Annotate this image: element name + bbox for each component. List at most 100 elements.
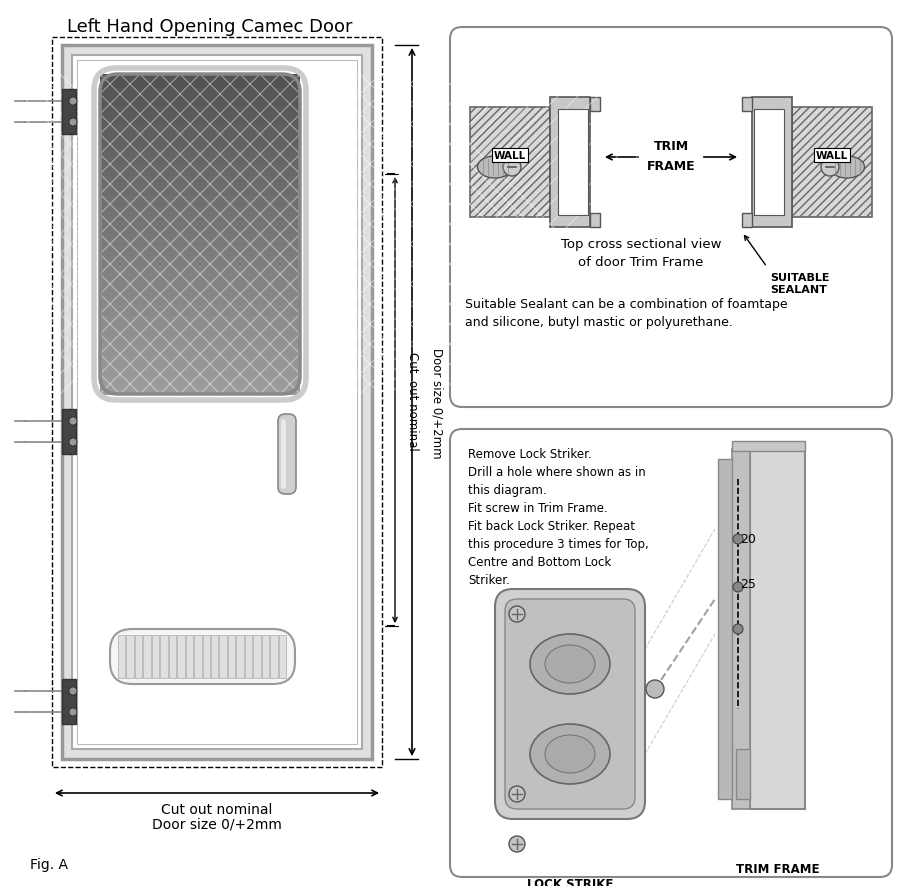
Text: Door size 0/+2mm: Door size 0/+2mm	[430, 347, 443, 458]
Bar	[62, 409, 76, 455]
Bar	[100, 107, 300, 113]
Ellipse shape	[646, 680, 664, 698]
Circle shape	[509, 836, 525, 852]
Bar	[792, 108, 872, 218]
Bar	[752, 97, 792, 228]
Circle shape	[821, 159, 839, 177]
Bar	[732, 449, 750, 809]
Circle shape	[503, 159, 521, 177]
Bar	[270, 635, 277, 679]
Bar	[100, 312, 300, 318]
Bar	[100, 120, 300, 127]
Bar	[220, 635, 227, 679]
Bar	[100, 292, 300, 299]
Ellipse shape	[545, 735, 595, 773]
Text: 20: 20	[740, 532, 756, 546]
Bar	[100, 350, 300, 357]
Circle shape	[69, 708, 77, 716]
Bar	[143, 635, 151, 679]
Bar	[558, 110, 588, 216]
Bar	[100, 299, 300, 306]
Bar	[279, 635, 286, 679]
Bar	[100, 132, 300, 139]
Circle shape	[69, 417, 77, 425]
Bar	[100, 376, 300, 382]
Bar	[168, 635, 176, 679]
Bar	[590, 214, 600, 228]
Bar	[550, 97, 590, 228]
Circle shape	[509, 786, 525, 802]
Bar	[62, 680, 76, 724]
Bar	[100, 165, 300, 171]
Bar	[100, 241, 300, 248]
Text: WALL: WALL	[816, 151, 848, 161]
FancyBboxPatch shape	[278, 415, 296, 494]
Bar	[100, 369, 300, 376]
Bar	[736, 750, 750, 799]
Text: TRIM: TRIM	[653, 139, 688, 152]
Bar	[100, 356, 300, 363]
Bar	[100, 362, 300, 369]
Bar	[100, 183, 300, 190]
Bar	[160, 635, 167, 679]
FancyBboxPatch shape	[450, 430, 892, 877]
Circle shape	[733, 625, 743, 634]
Bar	[253, 635, 261, 679]
Bar	[118, 635, 125, 679]
Bar	[718, 460, 732, 799]
Bar	[245, 635, 252, 679]
Bar	[470, 108, 550, 218]
Bar	[177, 635, 184, 679]
Bar	[100, 100, 300, 107]
Text: Left Hand Opening Camec Door: Left Hand Opening Camec Door	[68, 18, 353, 36]
Text: WALL: WALL	[494, 151, 526, 161]
Circle shape	[509, 606, 525, 622]
FancyBboxPatch shape	[505, 599, 635, 809]
Bar	[194, 635, 202, 679]
Bar	[750, 449, 805, 809]
Bar	[742, 214, 752, 228]
Bar	[262, 635, 269, 679]
Bar	[185, 635, 193, 679]
Circle shape	[69, 97, 77, 106]
Bar	[211, 635, 219, 679]
Circle shape	[733, 582, 743, 593]
Ellipse shape	[530, 634, 610, 695]
Text: 25: 25	[740, 578, 756, 591]
Bar	[100, 229, 300, 236]
Text: TRIM FRAME: TRIM FRAME	[736, 862, 819, 875]
Bar	[100, 126, 300, 133]
Ellipse shape	[478, 157, 512, 179]
Bar	[72, 56, 362, 750]
Bar	[100, 145, 300, 152]
Bar	[100, 388, 300, 395]
Bar	[100, 344, 300, 350]
Text: Door size 0/+2mm: Door size 0/+2mm	[152, 817, 282, 831]
Bar	[100, 330, 300, 338]
Bar	[100, 113, 300, 120]
FancyBboxPatch shape	[450, 28, 892, 408]
Bar	[100, 273, 300, 280]
Circle shape	[733, 534, 743, 544]
Text: FRAME: FRAME	[647, 159, 696, 172]
Bar	[100, 75, 300, 82]
Bar	[754, 110, 784, 216]
Bar	[100, 215, 300, 222]
Circle shape	[69, 439, 77, 447]
Bar	[100, 324, 300, 331]
Bar	[62, 89, 76, 135]
Circle shape	[69, 688, 77, 696]
Bar	[127, 635, 134, 679]
Circle shape	[69, 119, 77, 127]
FancyBboxPatch shape	[281, 420, 286, 489]
Text: Fig. A: Fig. A	[30, 857, 68, 871]
Bar	[100, 267, 300, 274]
Bar	[100, 82, 300, 89]
Bar	[100, 139, 300, 145]
FancyBboxPatch shape	[110, 629, 295, 684]
Bar	[62, 46, 372, 759]
Bar	[100, 152, 300, 159]
Bar	[100, 158, 300, 165]
Text: LOCK STRIKE: LOCK STRIKE	[526, 877, 613, 886]
Bar	[100, 177, 300, 184]
